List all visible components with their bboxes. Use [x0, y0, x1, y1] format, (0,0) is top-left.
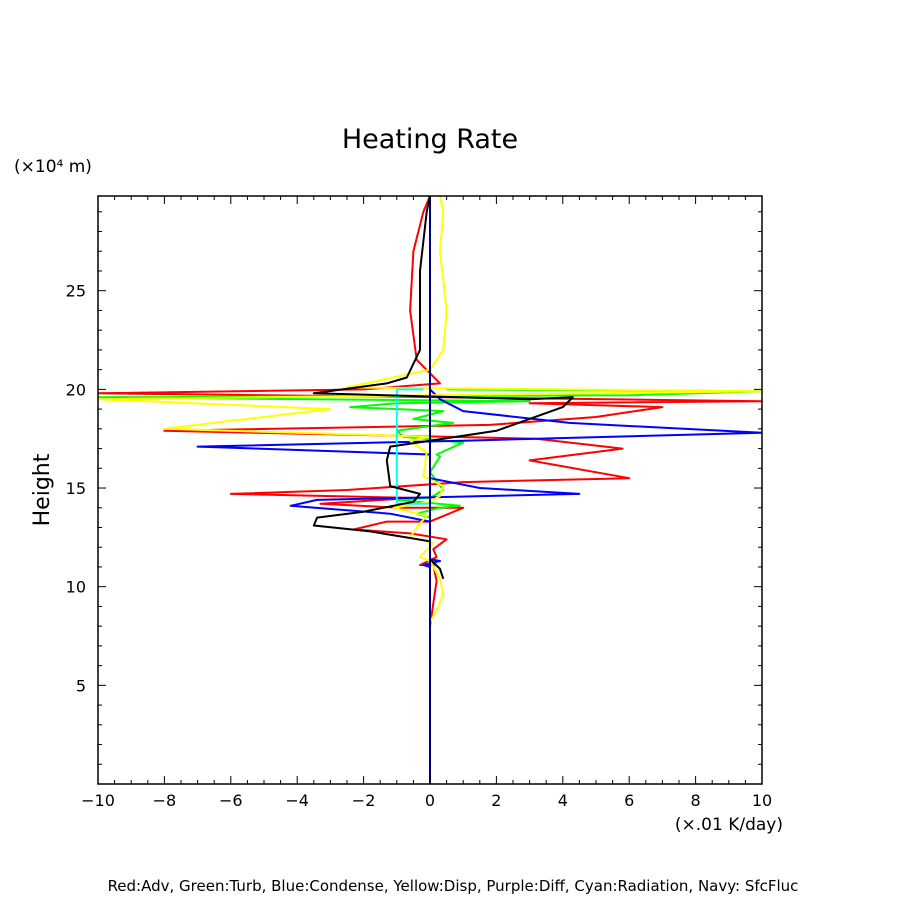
y-tick-label: 25	[66, 282, 86, 301]
x-tick-label: −8	[153, 791, 177, 810]
x-tick-label: 4	[558, 791, 568, 810]
x-tick-label: 6	[624, 791, 634, 810]
y-tick-label: 15	[66, 479, 86, 498]
series-layer	[98, 196, 762, 784]
y-unit-label: (×10⁴ m)	[14, 157, 92, 177]
x-tick-label: −4	[285, 791, 309, 810]
chart-title: Heating Rate	[342, 124, 518, 155]
plot-frame	[97, 195, 763, 785]
x-tick-label: 0	[425, 791, 435, 810]
series-line-net	[312, 196, 574, 580]
y-tick-label: 20	[66, 380, 86, 399]
y-tick-label: 10	[66, 578, 86, 597]
series-line-disp	[98, 196, 762, 623]
x-tick-label: −2	[352, 791, 376, 810]
series-line-condense	[196, 388, 762, 784]
legend-caption: Red:Adv, Green:Turb, Blue:Condense, Yell…	[108, 877, 799, 895]
series-line-adv	[98, 196, 762, 627]
x-tick-label: 10	[752, 791, 772, 810]
y-axis-title: Height	[30, 453, 55, 526]
x-tick-label: −10	[81, 791, 115, 810]
x-tick-label: −6	[219, 791, 243, 810]
x-tick-label: 8	[691, 791, 701, 810]
tick-layer: −10 −8 −6 −4 −2 0 2 4 6 8 10 5 10 15 20 25	[66, 196, 772, 810]
x-tick-label: 2	[491, 791, 501, 810]
x-unit-label: (×.01 K/day)	[675, 815, 783, 835]
y-tick-label: 5	[76, 676, 86, 695]
